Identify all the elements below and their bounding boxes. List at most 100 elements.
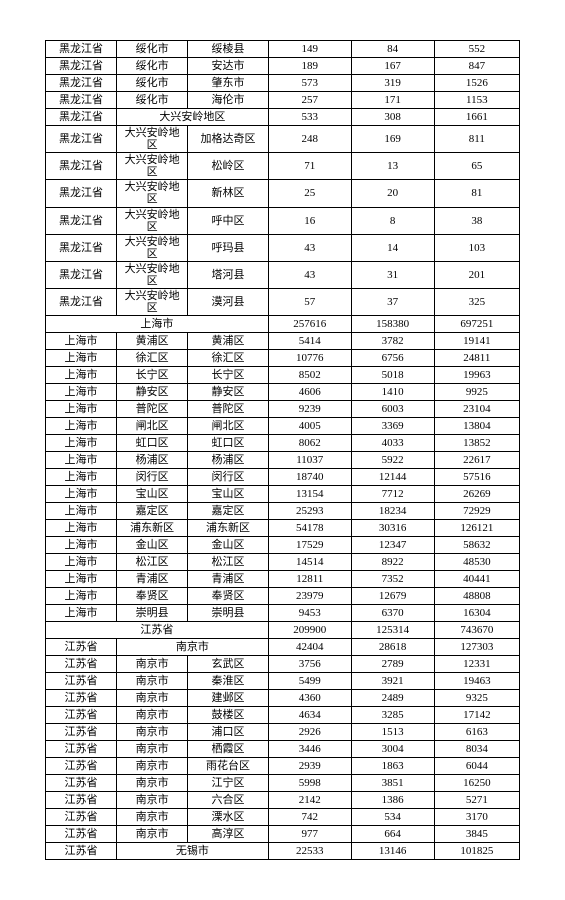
district-cell: 闵行区 [188, 469, 269, 486]
value-cell: 811 [434, 126, 519, 153]
value-cell: 533 [268, 109, 351, 126]
value-cell: 1153 [434, 92, 519, 109]
district-cell: 新林区 [188, 180, 269, 207]
district-cell: 安达市 [188, 58, 269, 75]
district-cell: 黄浦区 [188, 333, 269, 350]
province-cell: 黑龙江省 [46, 126, 117, 153]
district-cell: 长宁区 [188, 367, 269, 384]
district-cell: 玄武区 [188, 656, 269, 673]
table-row: 江苏省南京市高淳区9776643845 [46, 826, 520, 843]
value-cell: 37 [351, 289, 434, 316]
table-row: 黑龙江省大兴安岭地区加格达奇区248169811 [46, 126, 520, 153]
city-cell: 青浦区 [117, 571, 188, 588]
value-cell: 2789 [351, 656, 434, 673]
city-cell: 嘉定区 [117, 503, 188, 520]
table-row: 黑龙江省绥化市安达市189167847 [46, 58, 520, 75]
city-cell: 大兴安岭地区 [117, 207, 188, 234]
value-cell: 19463 [434, 673, 519, 690]
city-cell: 大兴安岭地区 [117, 153, 188, 180]
table-row: 上海市青浦区青浦区12811735240441 [46, 571, 520, 588]
province-cell: 黑龙江省 [46, 41, 117, 58]
value-cell: 12144 [351, 469, 434, 486]
value-cell: 22617 [434, 452, 519, 469]
province-cell: 黑龙江省 [46, 58, 117, 75]
value-cell: 54178 [268, 520, 351, 537]
city-cell: 黄浦区 [117, 333, 188, 350]
value-cell: 149 [268, 41, 351, 58]
value-cell: 4634 [268, 707, 351, 724]
value-cell: 8034 [434, 741, 519, 758]
city-cell: 南京市 [117, 673, 188, 690]
value-cell: 103 [434, 234, 519, 261]
district-cell: 六合区 [188, 792, 269, 809]
district-cell: 漠河县 [188, 289, 269, 316]
district-cell: 静安区 [188, 384, 269, 401]
province-cell: 上海市 [46, 384, 117, 401]
value-cell: 308 [351, 109, 434, 126]
province-cell: 上海市 [46, 605, 117, 622]
city-cell: 浦东新区 [117, 520, 188, 537]
city-cell: 大兴安岭地区 [117, 261, 188, 288]
city-cell: 虹口区 [117, 435, 188, 452]
value-cell: 6003 [351, 401, 434, 418]
value-cell: 10776 [268, 350, 351, 367]
value-cell: 4033 [351, 435, 434, 452]
province-cell: 上海市 [46, 588, 117, 605]
province-cell: 江苏省 [46, 758, 117, 775]
value-cell: 9239 [268, 401, 351, 418]
value-cell: 23104 [434, 401, 519, 418]
table-row: 江苏省南京市雨花台区293918636044 [46, 758, 520, 775]
value-cell: 126121 [434, 520, 519, 537]
city-cell: 闸北区 [117, 418, 188, 435]
province-cell: 江苏省 [46, 809, 117, 826]
table-row: 江苏省南京市浦口区292615136163 [46, 724, 520, 741]
table-row: 上海市松江区松江区14514892248530 [46, 554, 520, 571]
value-cell: 18234 [351, 503, 434, 520]
district-cell: 浦口区 [188, 724, 269, 741]
value-cell: 4360 [268, 690, 351, 707]
province-cell: 上海市 [46, 316, 269, 333]
province-cell: 上海市 [46, 571, 117, 588]
district-cell: 呼中区 [188, 207, 269, 234]
table-row: 江苏省南京市江宁区5998385116250 [46, 775, 520, 792]
value-cell: 38 [434, 207, 519, 234]
value-cell: 2489 [351, 690, 434, 707]
city-cell: 绥化市 [117, 75, 188, 92]
value-cell: 43 [268, 261, 351, 288]
value-cell: 13154 [268, 486, 351, 503]
province-cell: 江苏省 [46, 792, 117, 809]
district-cell: 嘉定区 [188, 503, 269, 520]
value-cell: 7712 [351, 486, 434, 503]
value-cell: 1526 [434, 75, 519, 92]
district-cell: 徐汇区 [188, 350, 269, 367]
value-cell: 3285 [351, 707, 434, 724]
value-cell: 125314 [351, 622, 434, 639]
province-cell: 黑龙江省 [46, 75, 117, 92]
table-row: 上海市宝山区宝山区13154771226269 [46, 486, 520, 503]
city-cell: 南京市 [117, 741, 188, 758]
value-cell: 325 [434, 289, 519, 316]
city-cell: 绥化市 [117, 41, 188, 58]
table-row: 黑龙江省绥化市肇东市5733191526 [46, 75, 520, 92]
table-row: 上海市奉贤区奉贤区239791267948808 [46, 588, 520, 605]
district-cell: 呼玛县 [188, 234, 269, 261]
province-cell: 黑龙江省 [46, 234, 117, 261]
value-cell: 72929 [434, 503, 519, 520]
table-row: 黑龙江省绥化市海伦市2571711153 [46, 92, 520, 109]
value-cell: 171 [351, 92, 434, 109]
district-cell: 高淳区 [188, 826, 269, 843]
city-cell: 南京市 [117, 724, 188, 741]
value-cell: 6756 [351, 350, 434, 367]
district-cell: 江宁区 [188, 775, 269, 792]
city-cell: 绥化市 [117, 58, 188, 75]
province-cell: 江苏省 [46, 690, 117, 707]
table-row: 黑龙江省大兴安岭地区呼玛县4314103 [46, 234, 520, 261]
value-cell: 1661 [434, 109, 519, 126]
value-cell: 8502 [268, 367, 351, 384]
value-cell: 697251 [434, 316, 519, 333]
value-cell: 573 [268, 75, 351, 92]
province-cell: 黑龙江省 [46, 109, 117, 126]
value-cell: 2926 [268, 724, 351, 741]
table-row: 上海市闵行区闵行区187401214457516 [46, 469, 520, 486]
province-cell: 江苏省 [46, 707, 117, 724]
